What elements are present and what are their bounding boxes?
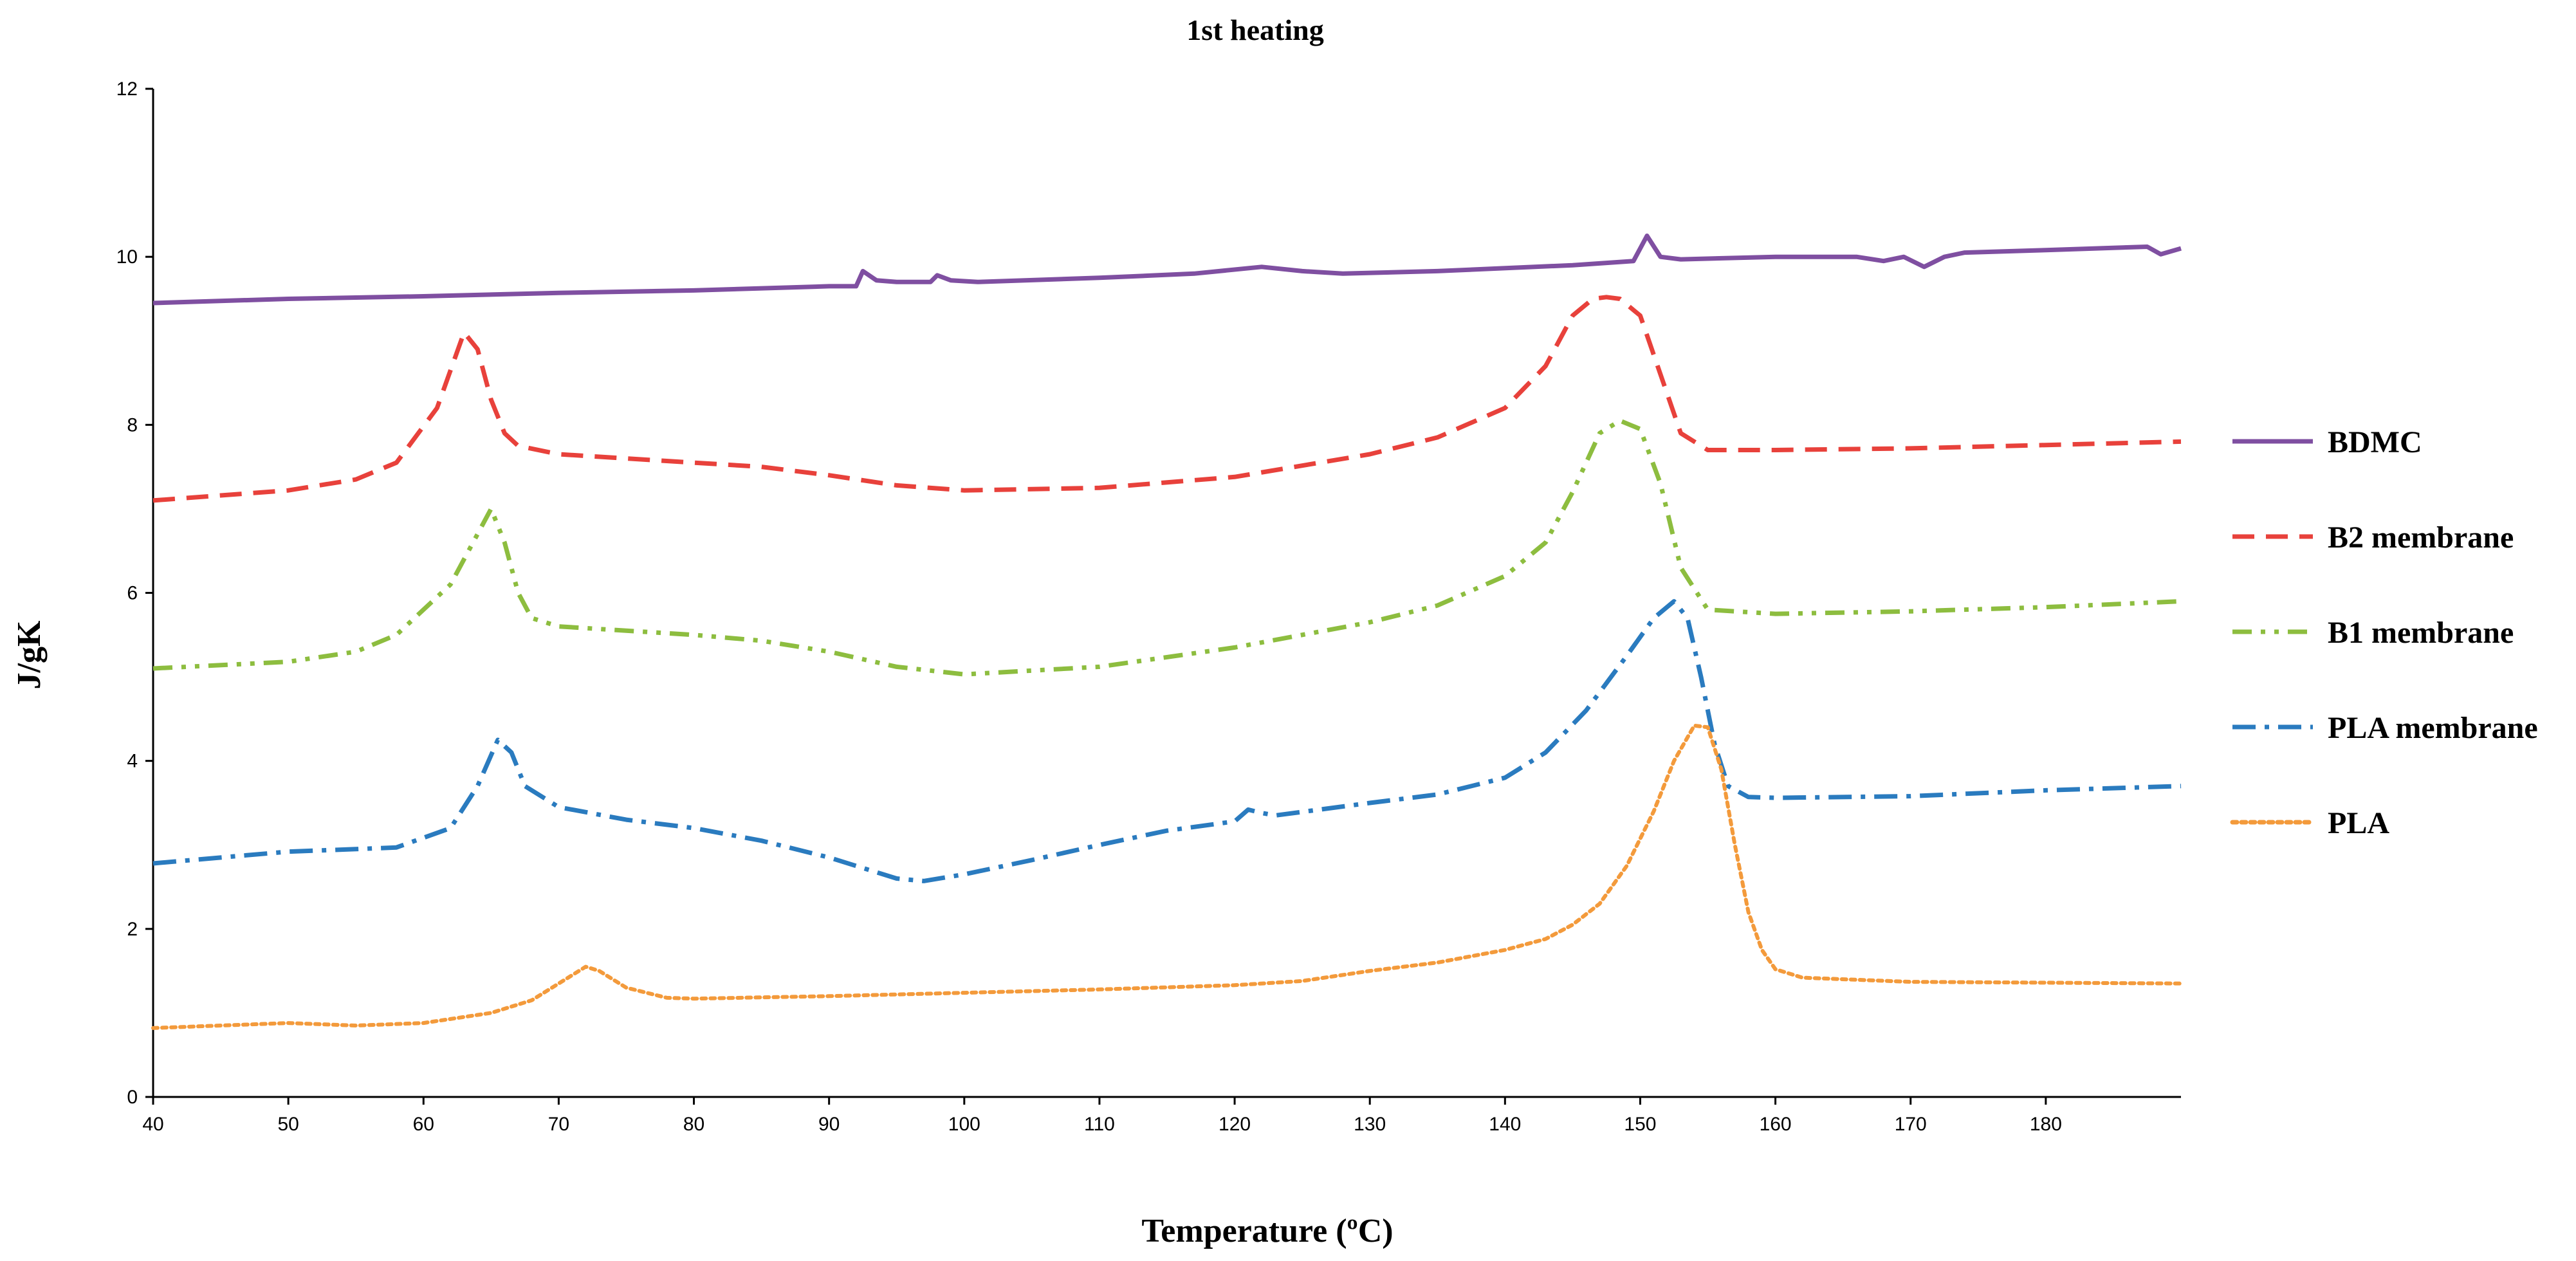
series-line-bdmc xyxy=(152,234,2182,306)
x-ticks: 40 50 60 70 80 90 100 110 120 130 140 150 160 170 180 xyxy=(142,1097,2062,1135)
x-tick-label: 100 xyxy=(948,1114,980,1135)
chart-title: 1st heating xyxy=(1186,14,1323,46)
x-tick-label: 140 xyxy=(1489,1114,1521,1135)
legend: BDMC B2 membrane B1 membrane PLA membrane PL… xyxy=(2230,425,2538,840)
x-tick-label: 150 xyxy=(1624,1114,1656,1135)
y-tick-label: 4 xyxy=(127,751,138,772)
series-line-pla-membrane xyxy=(152,599,2182,883)
y-tick-label: 2 xyxy=(127,919,138,940)
y-axis-label: J/gK xyxy=(11,620,48,689)
x-tick-label: 160 xyxy=(1760,1114,1792,1135)
x-axis-label: Temperature (ºC) xyxy=(1141,1213,1393,1249)
legend-label: B1 membrane xyxy=(2328,616,2514,650)
legend-label: B2 membrane xyxy=(2328,520,2514,555)
x-tick-label: 180 xyxy=(2030,1114,2062,1135)
x-tick-label: 60 xyxy=(413,1114,434,1135)
y-tick-label: 6 xyxy=(127,583,138,604)
y-ticks: 0 2 4 6 8 10 12 xyxy=(116,78,153,1108)
x-tick-label: 90 xyxy=(818,1114,840,1135)
x-tick-label: 80 xyxy=(683,1114,704,1135)
legend-label: PLA membrane xyxy=(2328,711,2538,745)
y-tick-label: 0 xyxy=(127,1087,138,1108)
legend-label: BDMC xyxy=(2328,425,2422,459)
x-tick-label: 120 xyxy=(1219,1114,1251,1135)
x-tick-label: 110 xyxy=(1084,1114,1115,1135)
x-tick-label: 40 xyxy=(142,1114,163,1135)
x-tick-label: 170 xyxy=(1895,1114,1927,1135)
series-line-b1-membrane xyxy=(152,418,2182,677)
legend-label: PLA xyxy=(2328,806,2389,840)
y-tick-label: 8 xyxy=(127,414,138,436)
x-tick-label: 70 xyxy=(548,1114,569,1135)
series-line-b2-membrane xyxy=(152,295,2182,503)
x-tick-label: 130 xyxy=(1354,1114,1386,1135)
y-tick-label: 12 xyxy=(116,78,138,100)
y-tick-label: 10 xyxy=(116,246,138,268)
series-lines xyxy=(151,234,2183,1030)
series-line-pla xyxy=(151,723,2183,1030)
x-tick-label: 50 xyxy=(277,1114,299,1135)
plot-area: 0 2 4 6 8 10 12 40 50 60 70 80 90 100 110 120 130 140 150… xyxy=(116,78,2183,1135)
